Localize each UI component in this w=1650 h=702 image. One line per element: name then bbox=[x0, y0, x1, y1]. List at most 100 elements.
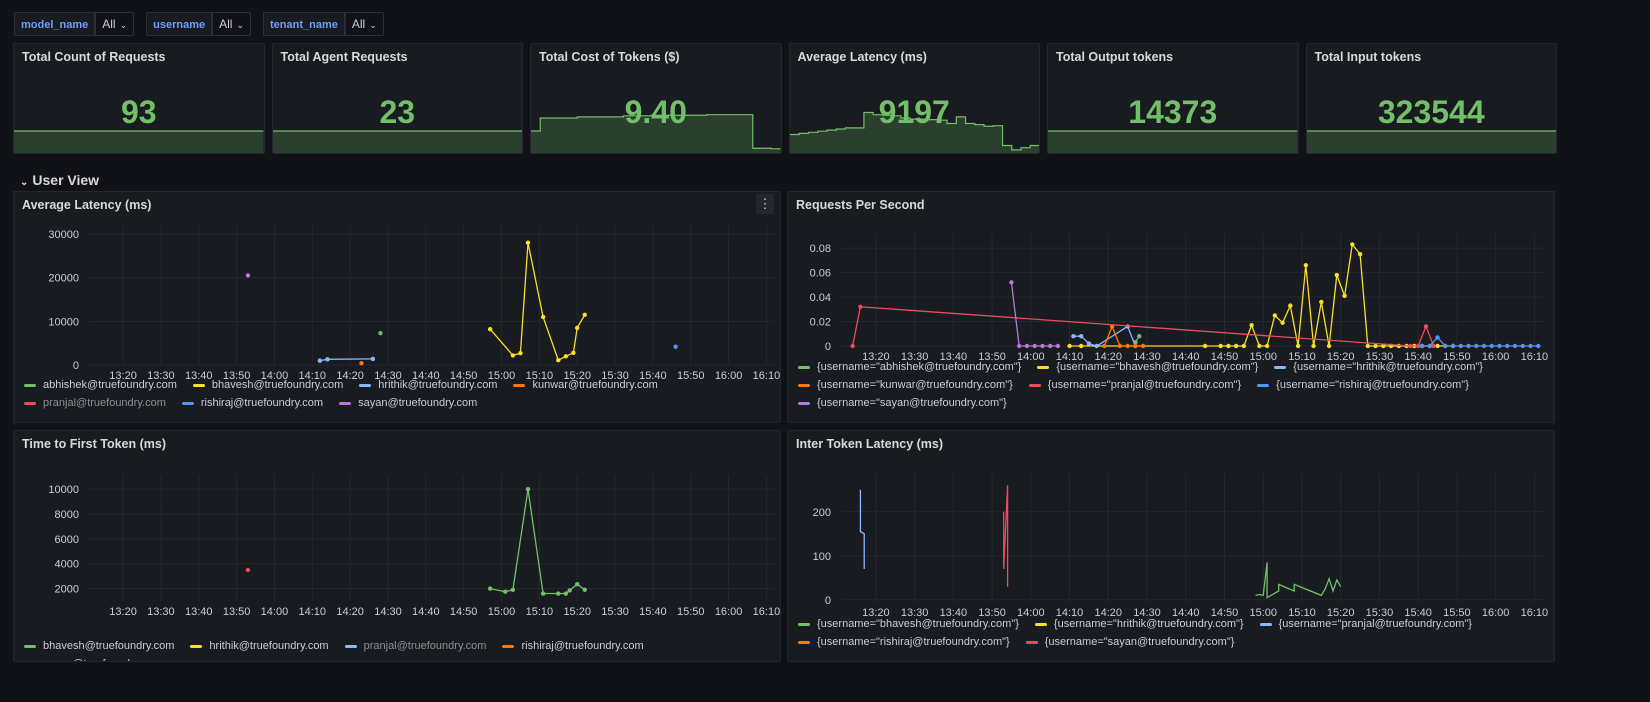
y-tick-label: 6000 bbox=[55, 534, 79, 546]
legend-item[interactable]: {username="kunwar@truefoundry.com"} bbox=[798, 378, 1013, 392]
legend-swatch bbox=[513, 383, 526, 387]
model-name-select[interactable]: All ⌄ bbox=[95, 12, 135, 36]
data-point bbox=[1435, 343, 1440, 349]
chevron-down-icon: ⌄ bbox=[119, 20, 128, 30]
chart-legend: {username="bhavesh@truefoundry.com"} {use… bbox=[798, 617, 1546, 649]
y-tick-label: 100 bbox=[813, 551, 831, 563]
data-point bbox=[1311, 343, 1316, 349]
legend-item[interactable]: sayan@truefoundry.com bbox=[24, 657, 162, 661]
username-select[interactable]: All ⌄ bbox=[212, 12, 252, 36]
stat-panel: Total Cost of Tokens ($) 9.40 bbox=[530, 43, 782, 154]
legend-swatch bbox=[344, 644, 357, 648]
data-point bbox=[1140, 343, 1146, 349]
data-point bbox=[1009, 280, 1014, 285]
legend-item[interactable]: rishiraj@truefoundry.com bbox=[181, 396, 323, 410]
x-tick-label: 14:10 bbox=[299, 370, 327, 382]
x-tick-label: 15:00 bbox=[488, 606, 516, 618]
data-point bbox=[1047, 343, 1053, 349]
data-point bbox=[525, 487, 531, 492]
sparkline-line bbox=[531, 114, 781, 150]
legend-swatch bbox=[1028, 383, 1041, 387]
legend-label: {username="bhavesh@truefoundry.com"} bbox=[817, 618, 1019, 630]
y-tick-label: 0.02 bbox=[810, 317, 831, 329]
legend-item[interactable]: rishiraj@truefoundry.com bbox=[502, 639, 644, 653]
stat-value: 14373 bbox=[1128, 94, 1218, 130]
legend-item[interactable]: bhavesh@truefoundry.com bbox=[192, 378, 343, 392]
legend-label: {username="hrithik@truefoundry.com"} bbox=[1293, 361, 1483, 373]
legend-label: sayan@truefoundry.com bbox=[43, 658, 162, 661]
legend-item[interactable]: {username="sayan@truefoundry.com"} bbox=[1025, 635, 1235, 649]
data-point bbox=[1249, 323, 1254, 328]
series-line bbox=[1069, 242, 1453, 347]
legend-swatch bbox=[192, 383, 205, 387]
data-point bbox=[540, 314, 546, 320]
data-point bbox=[1218, 343, 1223, 349]
x-tick-label: 16:10 bbox=[1521, 607, 1549, 619]
data-point bbox=[1334, 272, 1340, 278]
tenant-name-select[interactable]: All ⌄ bbox=[344, 12, 384, 36]
legend-item[interactable]: {username="rishiraj@truefoundry.com"} bbox=[798, 635, 1010, 649]
data-point bbox=[1226, 343, 1231, 349]
legend-label: hrithik@truefoundry.com bbox=[378, 379, 498, 391]
legend-item[interactable]: {username="bhavesh@truefoundry.com"} bbox=[1037, 360, 1258, 374]
data-point bbox=[1272, 313, 1278, 318]
legend-item[interactable]: {username="rishiraj@truefoundry.com"} bbox=[1257, 378, 1469, 392]
stat-value: 323544 bbox=[1377, 94, 1485, 130]
x-tick-label: 13:50 bbox=[978, 351, 1006, 363]
legend-item[interactable]: {username="pranjal@truefoundry.com"} bbox=[1028, 378, 1241, 392]
collapse-caret-icon: ⌄ bbox=[20, 177, 29, 188]
legend-label: {username="sayan@truefoundry.com"} bbox=[1044, 636, 1235, 648]
chart-svg: 0 10000 20000 30000 13:20 13:30 13:40 13:50 14:0… bbox=[48, 226, 780, 382]
legend-item[interactable]: hrithik@truefoundry.com bbox=[190, 639, 329, 653]
x-tick-label: 15:50 bbox=[677, 606, 705, 618]
stat-title: Total Output tokens bbox=[1056, 50, 1174, 64]
legend-item[interactable]: pranjal@truefoundry.com bbox=[24, 396, 166, 410]
data-point bbox=[858, 304, 863, 310]
legend-label: kunwar@truefoundry.com bbox=[532, 379, 658, 391]
data-point bbox=[245, 273, 251, 278]
data-point bbox=[1086, 341, 1092, 346]
legend-item[interactable]: kunwar@truefoundry.com bbox=[513, 378, 658, 392]
x-tick-label: 13:50 bbox=[978, 607, 1006, 619]
x-tick-label: 15:30 bbox=[1366, 607, 1394, 619]
legend-item[interactable]: {username="hrithik@truefoundry.com"} bbox=[1034, 617, 1244, 631]
legend-swatch bbox=[502, 644, 515, 648]
x-tick-label: 15:50 bbox=[1443, 607, 1471, 619]
legend-item[interactable]: hrithik@truefoundry.com bbox=[359, 378, 497, 392]
row-title: User View bbox=[32, 172, 100, 188]
legend-item[interactable]: {username="pranjal@truefoundry.com"} bbox=[1259, 617, 1472, 631]
legend-item[interactable]: sayan@truefoundry.com bbox=[339, 396, 477, 410]
series-line bbox=[1003, 485, 1009, 587]
legend-item[interactable]: abhishek@truefoundry.com bbox=[24, 378, 177, 392]
series-line bbox=[1010, 282, 1058, 347]
sparkline bbox=[272, 130, 522, 153]
panel-title: Inter Token Latency (ms) bbox=[796, 437, 944, 451]
legend-label: {username="abhishek@truefoundry.com"} bbox=[817, 361, 1022, 373]
legend-item[interactable]: {username="sayan@truefoundry.com"} bbox=[798, 396, 1007, 410]
legend-item[interactable]: {username="bhavesh@truefoundry.com"} bbox=[798, 617, 1019, 631]
x-tick-label: 13:30 bbox=[901, 351, 929, 363]
legend-item[interactable]: bhavesh@truefoundry.com bbox=[24, 639, 174, 653]
data-point bbox=[1326, 343, 1332, 349]
data-point bbox=[1078, 343, 1084, 349]
x-tick-label: 16:10 bbox=[1521, 351, 1549, 363]
data-point bbox=[1295, 343, 1301, 349]
x-tick-label: 14:20 bbox=[1095, 607, 1123, 619]
x-tick-label: 15:00 bbox=[488, 370, 516, 382]
row-user-view[interactable]: ⌄ User View bbox=[20, 172, 99, 188]
y-tick-label: 2000 bbox=[55, 584, 79, 596]
panel-menu-icon[interactable]: ⋮ bbox=[756, 194, 774, 214]
legend-swatch bbox=[339, 401, 352, 405]
series-line bbox=[490, 489, 586, 595]
x-tick-label: 15:40 bbox=[1404, 607, 1432, 619]
legend-item[interactable]: pranjal@truefoundry.com bbox=[344, 639, 486, 653]
legend-item[interactable]: {username="hrithik@truefoundry.com"} bbox=[1274, 360, 1483, 374]
data-point bbox=[571, 350, 576, 355]
data-point bbox=[1350, 242, 1355, 247]
legend-item[interactable]: {username="abhishek@truefoundry.com"} bbox=[798, 360, 1021, 374]
data-point bbox=[510, 353, 516, 358]
sparkline bbox=[1306, 130, 1556, 153]
stat-title: Average Latency (ms) bbox=[797, 50, 927, 64]
timeseries-panel: Inter Token Latency (ms) 0 100 200 13:20 13:3… bbox=[787, 430, 1555, 662]
legend-swatch bbox=[798, 365, 810, 369]
